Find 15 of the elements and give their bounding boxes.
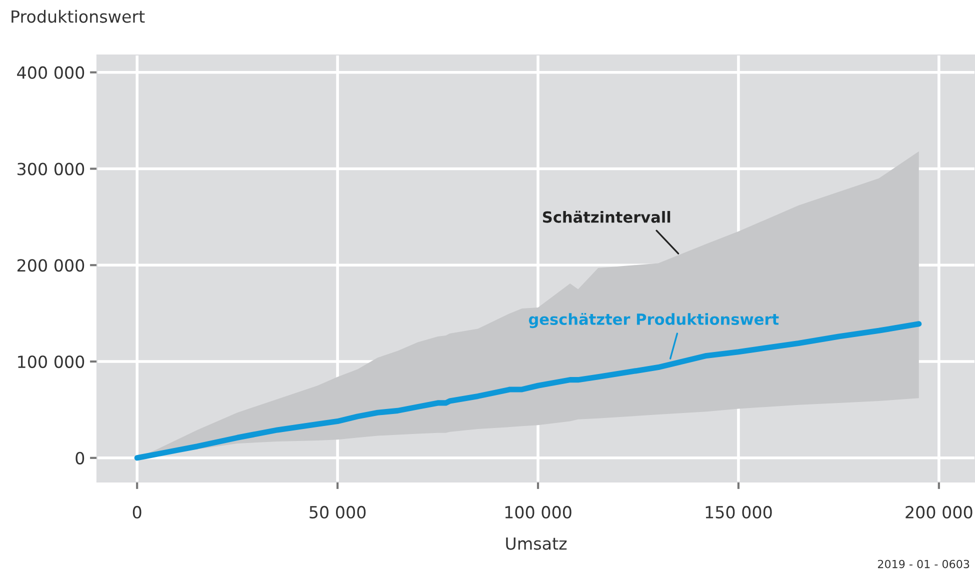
- y-tick-label: 400 000: [17, 66, 84, 79]
- text: 2019 - 01 - 0603: [878, 560, 970, 568]
- annotation: geschätzter Produktionswert: [528, 312, 779, 328]
- y-tick-label: 200 000: [17, 259, 84, 272]
- y-tick-label: 0: [76, 452, 84, 464]
- y-axis-title: Produktionswert: [12, 10, 145, 23]
- x-axis-title: Umsatz: [506, 537, 567, 550]
- x-tick-label: 150 000: [706, 506, 772, 519]
- x-tick-label: 0: [132, 506, 142, 519]
- x-tick-label: 100 000: [505, 506, 572, 519]
- y-tick-label: 100 000: [18, 355, 84, 368]
- x-tick-label: 50 000: [310, 506, 366, 519]
- x-tick-label: 200 000: [906, 506, 972, 519]
- annotation: Schätzintervall: [542, 210, 670, 223]
- y-tick-label: 300 000: [18, 162, 84, 176]
